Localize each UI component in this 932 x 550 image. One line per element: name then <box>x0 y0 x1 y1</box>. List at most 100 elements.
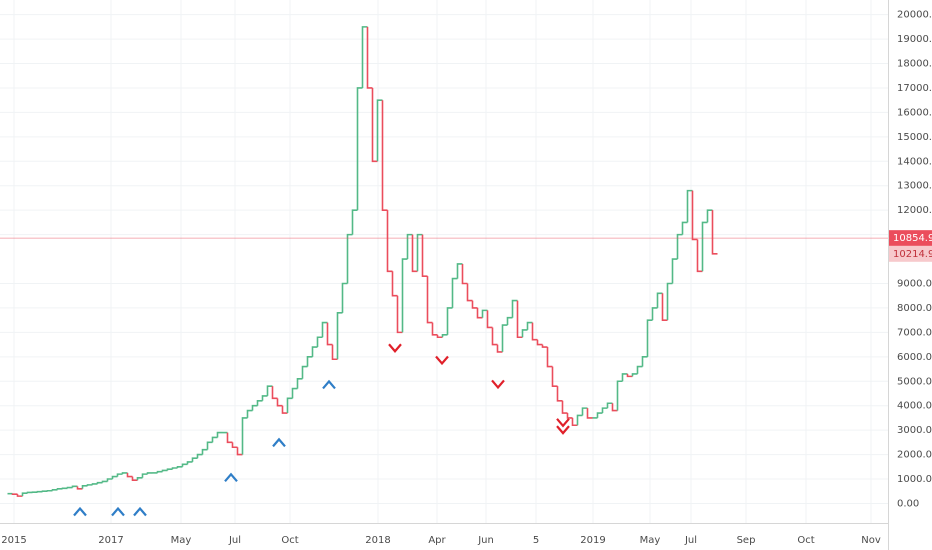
x-tick-label: Oct <box>281 535 298 546</box>
price-bar <box>156 470 163 473</box>
price-bar <box>381 100 388 211</box>
price-bar <box>391 271 398 297</box>
price-bar <box>386 210 393 273</box>
price-bar <box>71 485 78 488</box>
x-tick-label: Sep <box>737 535 756 546</box>
x-tick-label: 5 <box>533 535 539 546</box>
x-tick-label: Jun <box>477 535 494 546</box>
price-bar <box>211 436 218 443</box>
price-bar <box>636 365 643 374</box>
price-bar <box>491 327 498 346</box>
x-tick-label: Jul <box>684 535 697 546</box>
price-bar <box>401 258 408 333</box>
price-bar <box>371 87 378 163</box>
y-tick-label: 8000.00 <box>897 303 932 314</box>
price-bar <box>356 87 363 211</box>
price-bar <box>316 336 323 348</box>
price-bar <box>436 334 443 339</box>
price-bar <box>691 190 698 241</box>
price-bar <box>121 472 128 475</box>
price-bar <box>21 492 28 497</box>
price-bar <box>506 316 513 326</box>
price-bar <box>561 400 568 414</box>
price-bar <box>416 233 423 272</box>
y-tick-label: 0.00 <box>897 498 919 509</box>
price-bar <box>346 233 353 284</box>
buy-marker <box>224 472 238 483</box>
price-bar <box>466 283 473 302</box>
price-bar <box>586 408 593 419</box>
y-tick-label: 17000.00 <box>897 83 932 94</box>
y-tick-label: 20000.00 <box>897 10 932 21</box>
price-bar <box>311 346 318 357</box>
y-tick-label: 9000.00 <box>897 278 932 289</box>
price-bar <box>681 221 688 235</box>
price-bar <box>576 414 583 426</box>
price-bar <box>246 409 253 418</box>
y-tick-label: 4000.00 <box>897 401 932 412</box>
price-bar <box>66 486 73 489</box>
price-bar <box>526 321 533 330</box>
x-tick-label: 2017 <box>98 535 123 546</box>
buy-marker <box>322 379 336 390</box>
price-bar <box>676 233 683 260</box>
price-bar <box>326 322 333 346</box>
price-bar <box>321 321 328 338</box>
price-bar <box>631 373 638 377</box>
price-bar <box>411 234 418 273</box>
price-bar <box>396 295 403 334</box>
price-bar <box>141 473 148 478</box>
price-bar <box>521 329 528 338</box>
y-tick-label: 13000.00 <box>897 181 932 192</box>
price-bar <box>261 395 268 401</box>
buy-marker <box>73 506 87 517</box>
price-bar <box>531 322 538 341</box>
price-bar <box>431 322 438 336</box>
price-bar <box>251 404 258 411</box>
price-bar <box>76 486 83 490</box>
price-bar <box>226 432 233 444</box>
y-tick-label: 6000.00 <box>897 352 932 363</box>
price-bar <box>286 397 293 414</box>
price-bar <box>166 468 173 471</box>
price-tag-label: 10854.92 <box>893 233 932 244</box>
price-bar <box>216 431 223 438</box>
price-bar <box>706 209 713 223</box>
price-bar <box>81 485 88 489</box>
y-tick-label: 14000.00 <box>897 156 932 167</box>
price-bar <box>351 209 358 235</box>
buy-marker <box>272 437 286 448</box>
price-bar <box>476 307 483 319</box>
price-bar <box>126 472 133 478</box>
price-bar <box>611 403 618 412</box>
x-tick-label: 2019 <box>580 535 605 546</box>
sell-marker <box>388 343 402 353</box>
price-bar <box>366 26 373 89</box>
price-bar <box>196 453 203 459</box>
y-tick-label: 15000.00 <box>897 132 932 143</box>
price-bar <box>266 385 273 396</box>
price-bar <box>541 344 548 348</box>
price-bar <box>136 476 143 481</box>
price-bar <box>146 472 153 475</box>
price-bar <box>551 366 558 387</box>
price-bar <box>651 307 658 321</box>
x-tick-label: Oct <box>797 535 814 546</box>
price-bar <box>16 494 23 497</box>
price-bar <box>361 26 368 88</box>
price-bar <box>171 467 178 470</box>
price-bar <box>421 234 428 277</box>
price-bar <box>686 189 693 223</box>
price-bar <box>176 465 183 469</box>
sell-marker <box>556 425 570 435</box>
x-tick-label: 2018 <box>365 535 390 546</box>
price-bar <box>26 491 33 494</box>
price-bar <box>106 478 113 482</box>
x-tick-label: 2015 <box>1 535 26 546</box>
price-bar <box>516 300 523 339</box>
last-price-tag <box>889 245 932 262</box>
price-bar <box>231 442 238 449</box>
price-bar <box>191 457 198 462</box>
price-bar <box>606 402 613 409</box>
price-bar <box>56 487 63 490</box>
